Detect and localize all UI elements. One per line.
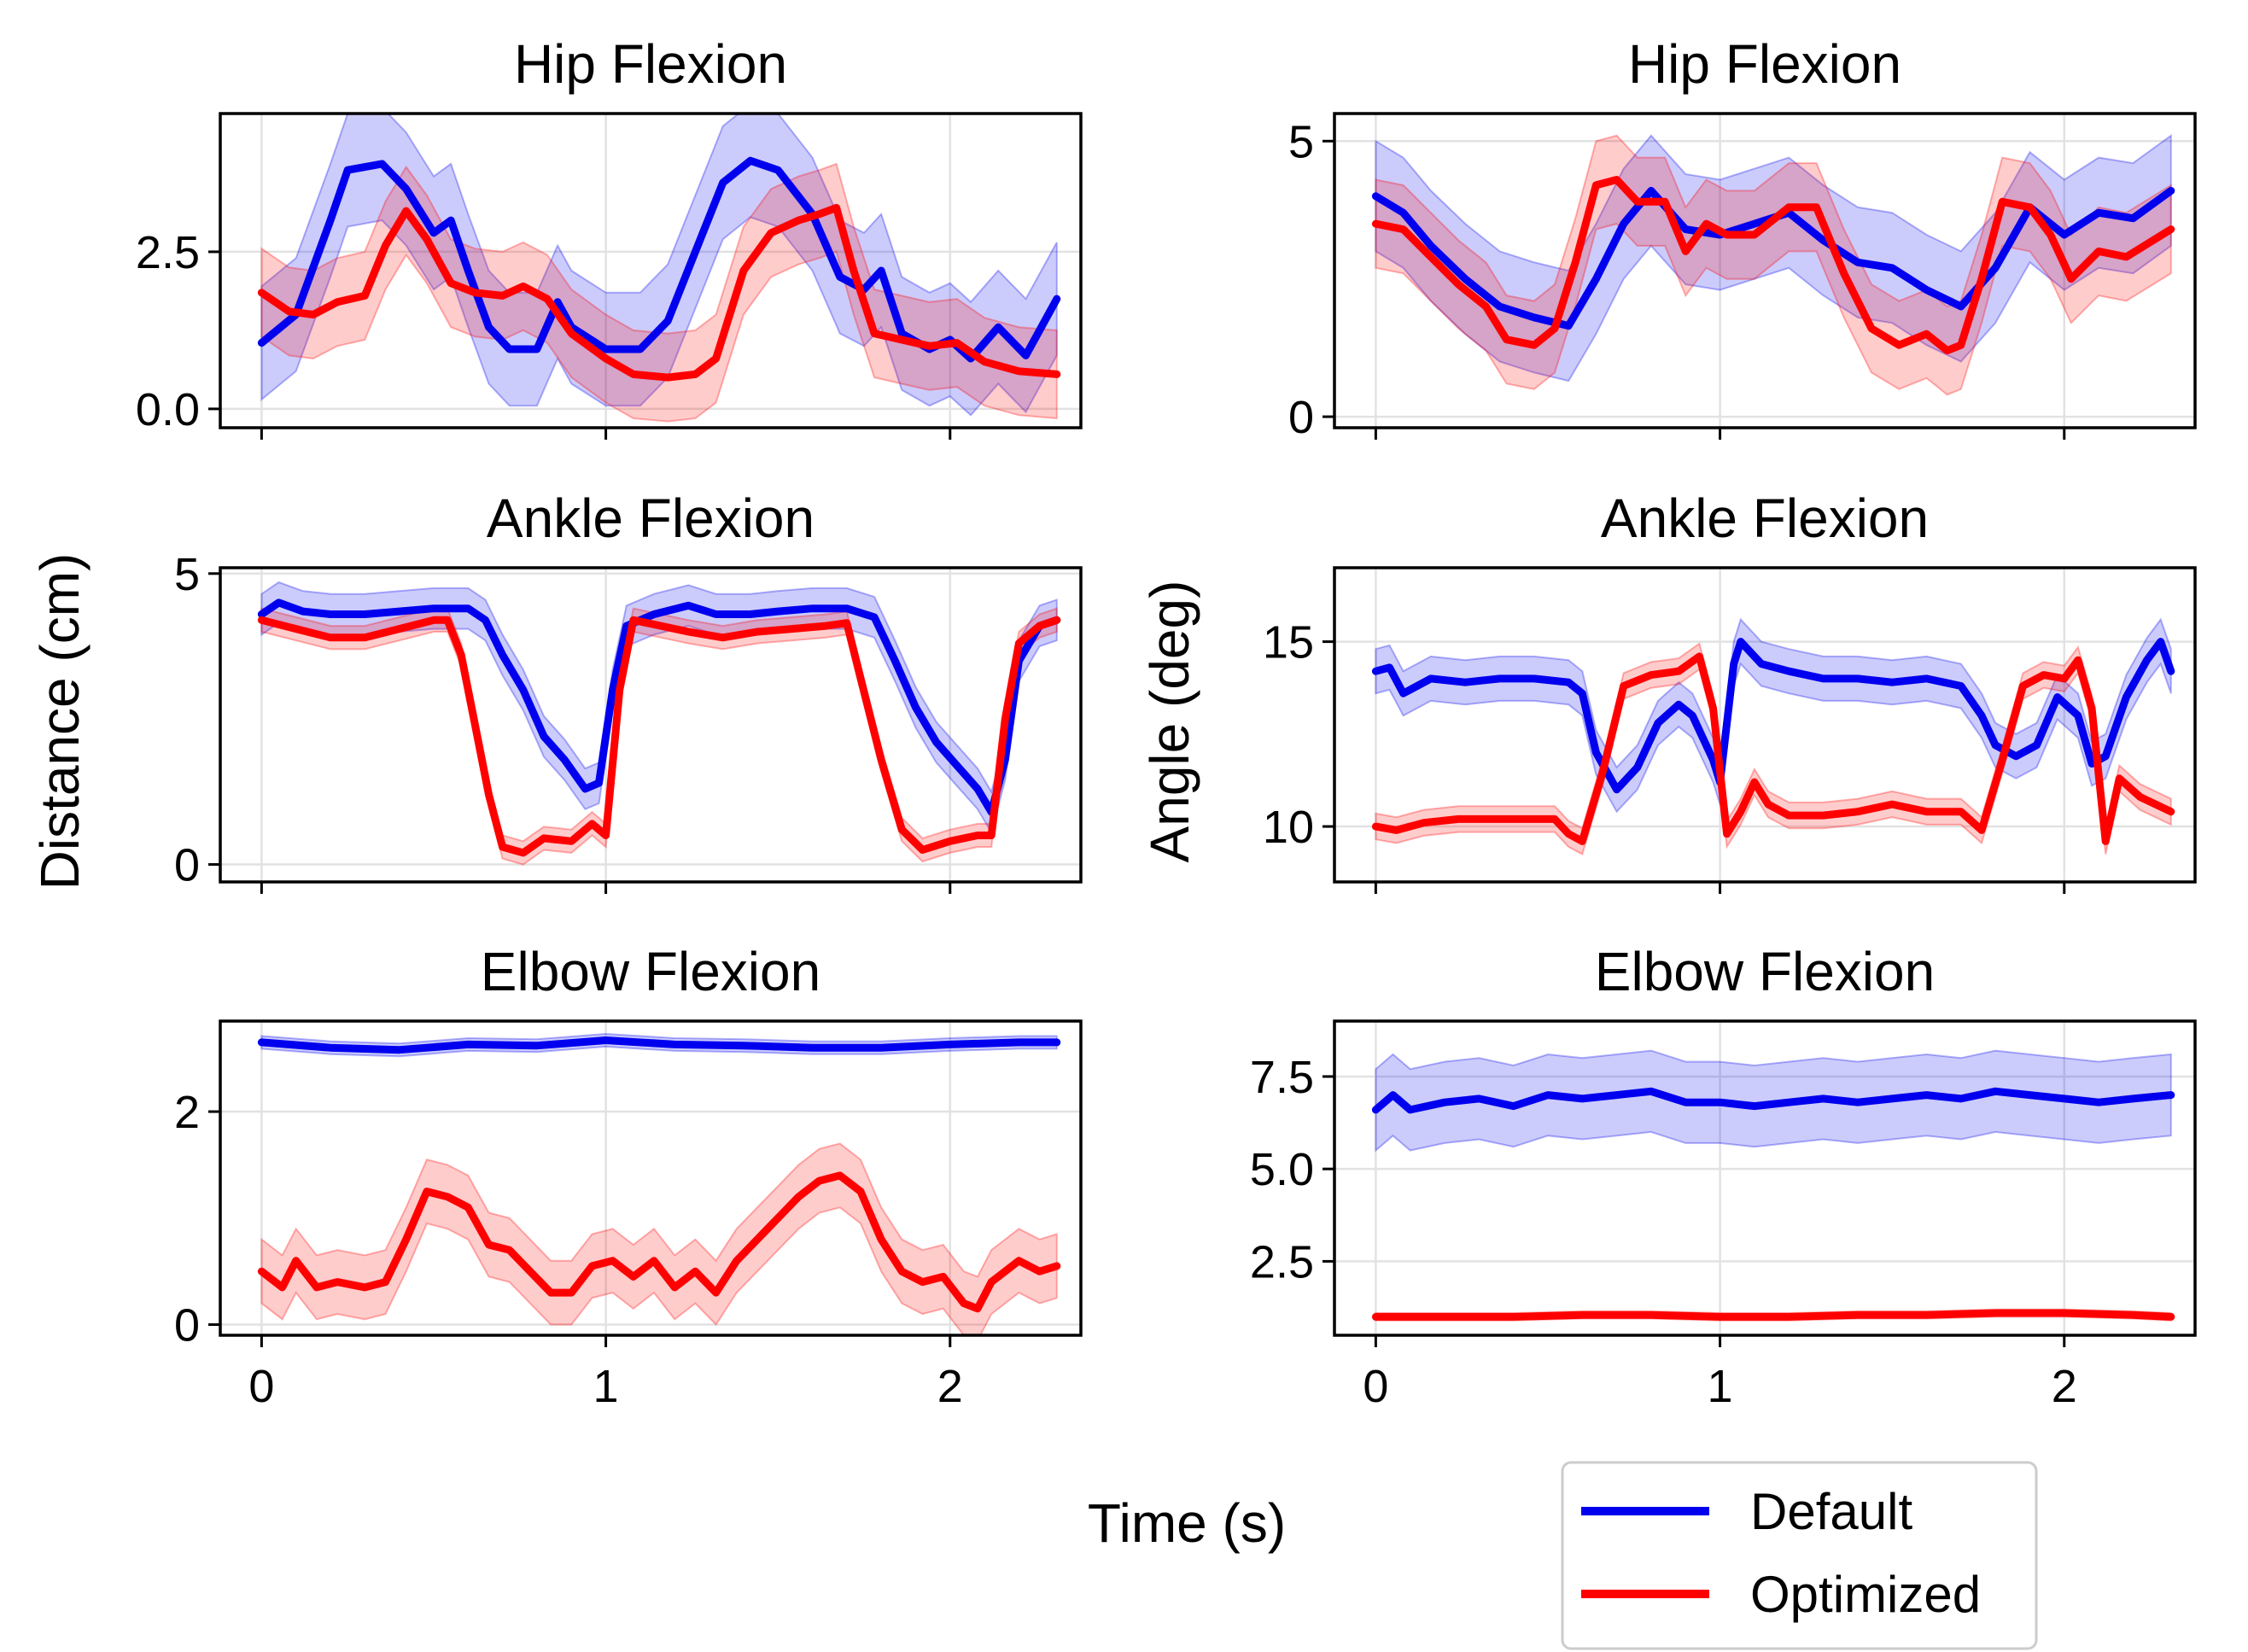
x-tick-label: 0 [1363, 1361, 1388, 1412]
panel-6: 0 1 2 2.5 5.0 7.5 Elbow Flexion [1250, 941, 2197, 1412]
panel-frame [219, 566, 1083, 884]
y-tick-label: 0.0 [136, 384, 200, 435]
y-tick-label: 7.5 [1250, 1052, 1314, 1103]
panel-2: 0 5 Hip Flexion [1288, 33, 2197, 443]
right-ylabel: Angle (deg) [1139, 581, 1200, 863]
x-tick-label: 0 [248, 1361, 274, 1412]
y-tick-label: 2 [174, 1087, 200, 1138]
x-tick-label: 1 [593, 1361, 619, 1412]
series-band-default [260, 581, 1058, 835]
panel-data [257, 1032, 1061, 1335]
x-tick-label: 2 [2052, 1361, 2077, 1412]
series-line-default [1371, 638, 2175, 794]
panel-1: 0.0 2.5 Hip Flexion [136, 33, 1083, 440]
left-ylabel: Distance (cm) [29, 553, 91, 890]
y-tick-label: 0 [174, 1300, 200, 1351]
series-line-default [257, 598, 1061, 816]
series-line-default [1371, 1087, 2175, 1114]
panel-3: 0 5 Ankle Flexion [174, 487, 1083, 894]
y-tick-label: 0 [1288, 392, 1314, 443]
y-tick-label: 5.0 [1250, 1144, 1314, 1195]
y-tick-label: 0 [174, 840, 200, 891]
panel-frame [219, 112, 1083, 429]
panel-4: 10 15 Ankle Flexion [1263, 487, 2197, 894]
y-tick-label: 15 [1263, 617, 1314, 668]
panel-title: Ankle Flexion [487, 487, 815, 549]
y-tick-label: 10 [1263, 802, 1314, 853]
shared-xlabel: Time (s) [1088, 1492, 1286, 1554]
series-line-optimized [1371, 652, 2175, 845]
panel-data [1371, 617, 2175, 855]
y-tick-label: 5 [1288, 116, 1314, 167]
panel-data [257, 581, 1061, 866]
panels-layer: 0.0 2.5 Hip Flexion 0 5 Hip Flexion 0 5 Ankle Fl… [136, 33, 2197, 1412]
panel-frame [1333, 1019, 2197, 1337]
series-line-optimized [257, 203, 1061, 382]
panel-frame [219, 1019, 1083, 1337]
panel-title: Elbow Flexion [1595, 941, 1935, 1002]
series-band-optimized [260, 162, 1058, 423]
x-tick-label: 2 [937, 1361, 963, 1412]
panel-data [1371, 133, 2175, 396]
legend: Default Optimized [1561, 1461, 2038, 1650]
series-band-default [1375, 617, 2172, 814]
panel-data [1371, 1049, 2175, 1322]
series-line-optimized [257, 616, 1061, 857]
series-line-optimized [257, 1171, 1061, 1313]
y-tick-label: 2.5 [136, 227, 200, 278]
legend-label-default: Default [1750, 1483, 1912, 1540]
panel-title: Elbow Flexion [481, 941, 820, 1002]
panel-frame [1333, 112, 2197, 429]
series-band-optimized [260, 1142, 1058, 1335]
panel-title: Hip Flexion [514, 33, 787, 95]
panel-5: 0 1 2 0 2 Elbow Flexion [174, 941, 1083, 1412]
panel-data [257, 114, 1061, 423]
x-tick-label: 1 [1708, 1361, 1733, 1412]
series-band-optimized [1375, 642, 2172, 855]
y-tick-label: 2.5 [1250, 1236, 1314, 1287]
series-line-optimized [1371, 176, 2175, 355]
series-band-optimized [1375, 134, 2172, 396]
panel-title: Hip Flexion [1628, 33, 1901, 95]
legend-label-optimized: Optimized [1750, 1566, 1981, 1623]
series-line-optimized [1371, 1309, 2175, 1321]
y-tick-label: 5 [174, 549, 200, 600]
series-line-default [257, 1036, 1061, 1054]
panel-title: Ankle Flexion [1601, 487, 1929, 549]
panel-frame [1333, 566, 2197, 884]
